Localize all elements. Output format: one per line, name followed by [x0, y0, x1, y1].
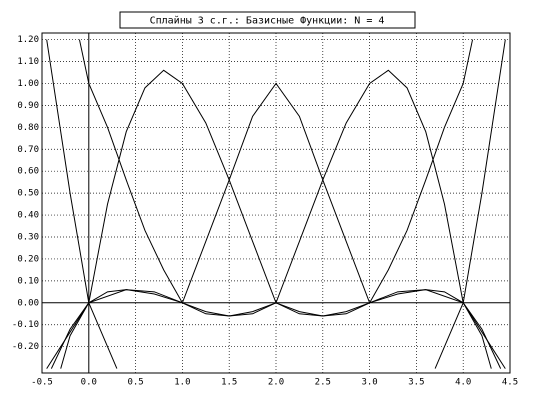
- y-tick-label: 1.10: [17, 57, 39, 67]
- basis-curve: [60, 69, 506, 369]
- y-tick-label: 0.30: [17, 233, 39, 243]
- y-tick-label: 0.80: [17, 123, 39, 133]
- y-tick-label: 0.50: [17, 189, 39, 199]
- x-tick-label: 3.5: [408, 378, 424, 388]
- y-tick-label: 0.20: [17, 254, 39, 264]
- y-tick-label: 0.10: [17, 276, 39, 286]
- y-tick-label: 0.90: [17, 101, 39, 111]
- chart-title: Сплайны 3 с.г.: Базисные Функции: N = 4: [150, 15, 385, 27]
- y-tick-label: 1.00: [17, 79, 39, 89]
- basis-curve: [50, 82, 502, 369]
- y-tick-label: 0.00: [17, 298, 39, 308]
- x-tick-label: 4.5: [502, 378, 518, 388]
- y-tick-label: -0.20: [12, 342, 39, 352]
- title-box: [119, 11, 416, 29]
- x-tick-label: 0.0: [81, 378, 97, 388]
- x-tick-label: 1.0: [174, 378, 190, 388]
- plot-lines: [46, 39, 506, 369]
- basis-curve: [46, 39, 474, 369]
- x-tick-label: 1.5: [221, 378, 237, 388]
- x-tick-label: -0.5: [31, 378, 53, 388]
- x-tick-label: 0.5: [127, 378, 143, 388]
- x-tick-label: 2.5: [315, 378, 331, 388]
- y-tick-label: 0.70: [17, 145, 39, 155]
- basis-curve: [46, 69, 492, 369]
- x-tick-label: 3.0: [361, 378, 377, 388]
- x-tick-label: 4.0: [455, 378, 471, 388]
- y-tick-label: 0.40: [17, 211, 39, 221]
- y-tick-label: -0.10: [12, 320, 39, 330]
- y-tick-label: 1.20: [17, 35, 39, 45]
- x-tick-label: 2.0: [268, 378, 284, 388]
- y-tick-label: 0.60: [17, 167, 39, 177]
